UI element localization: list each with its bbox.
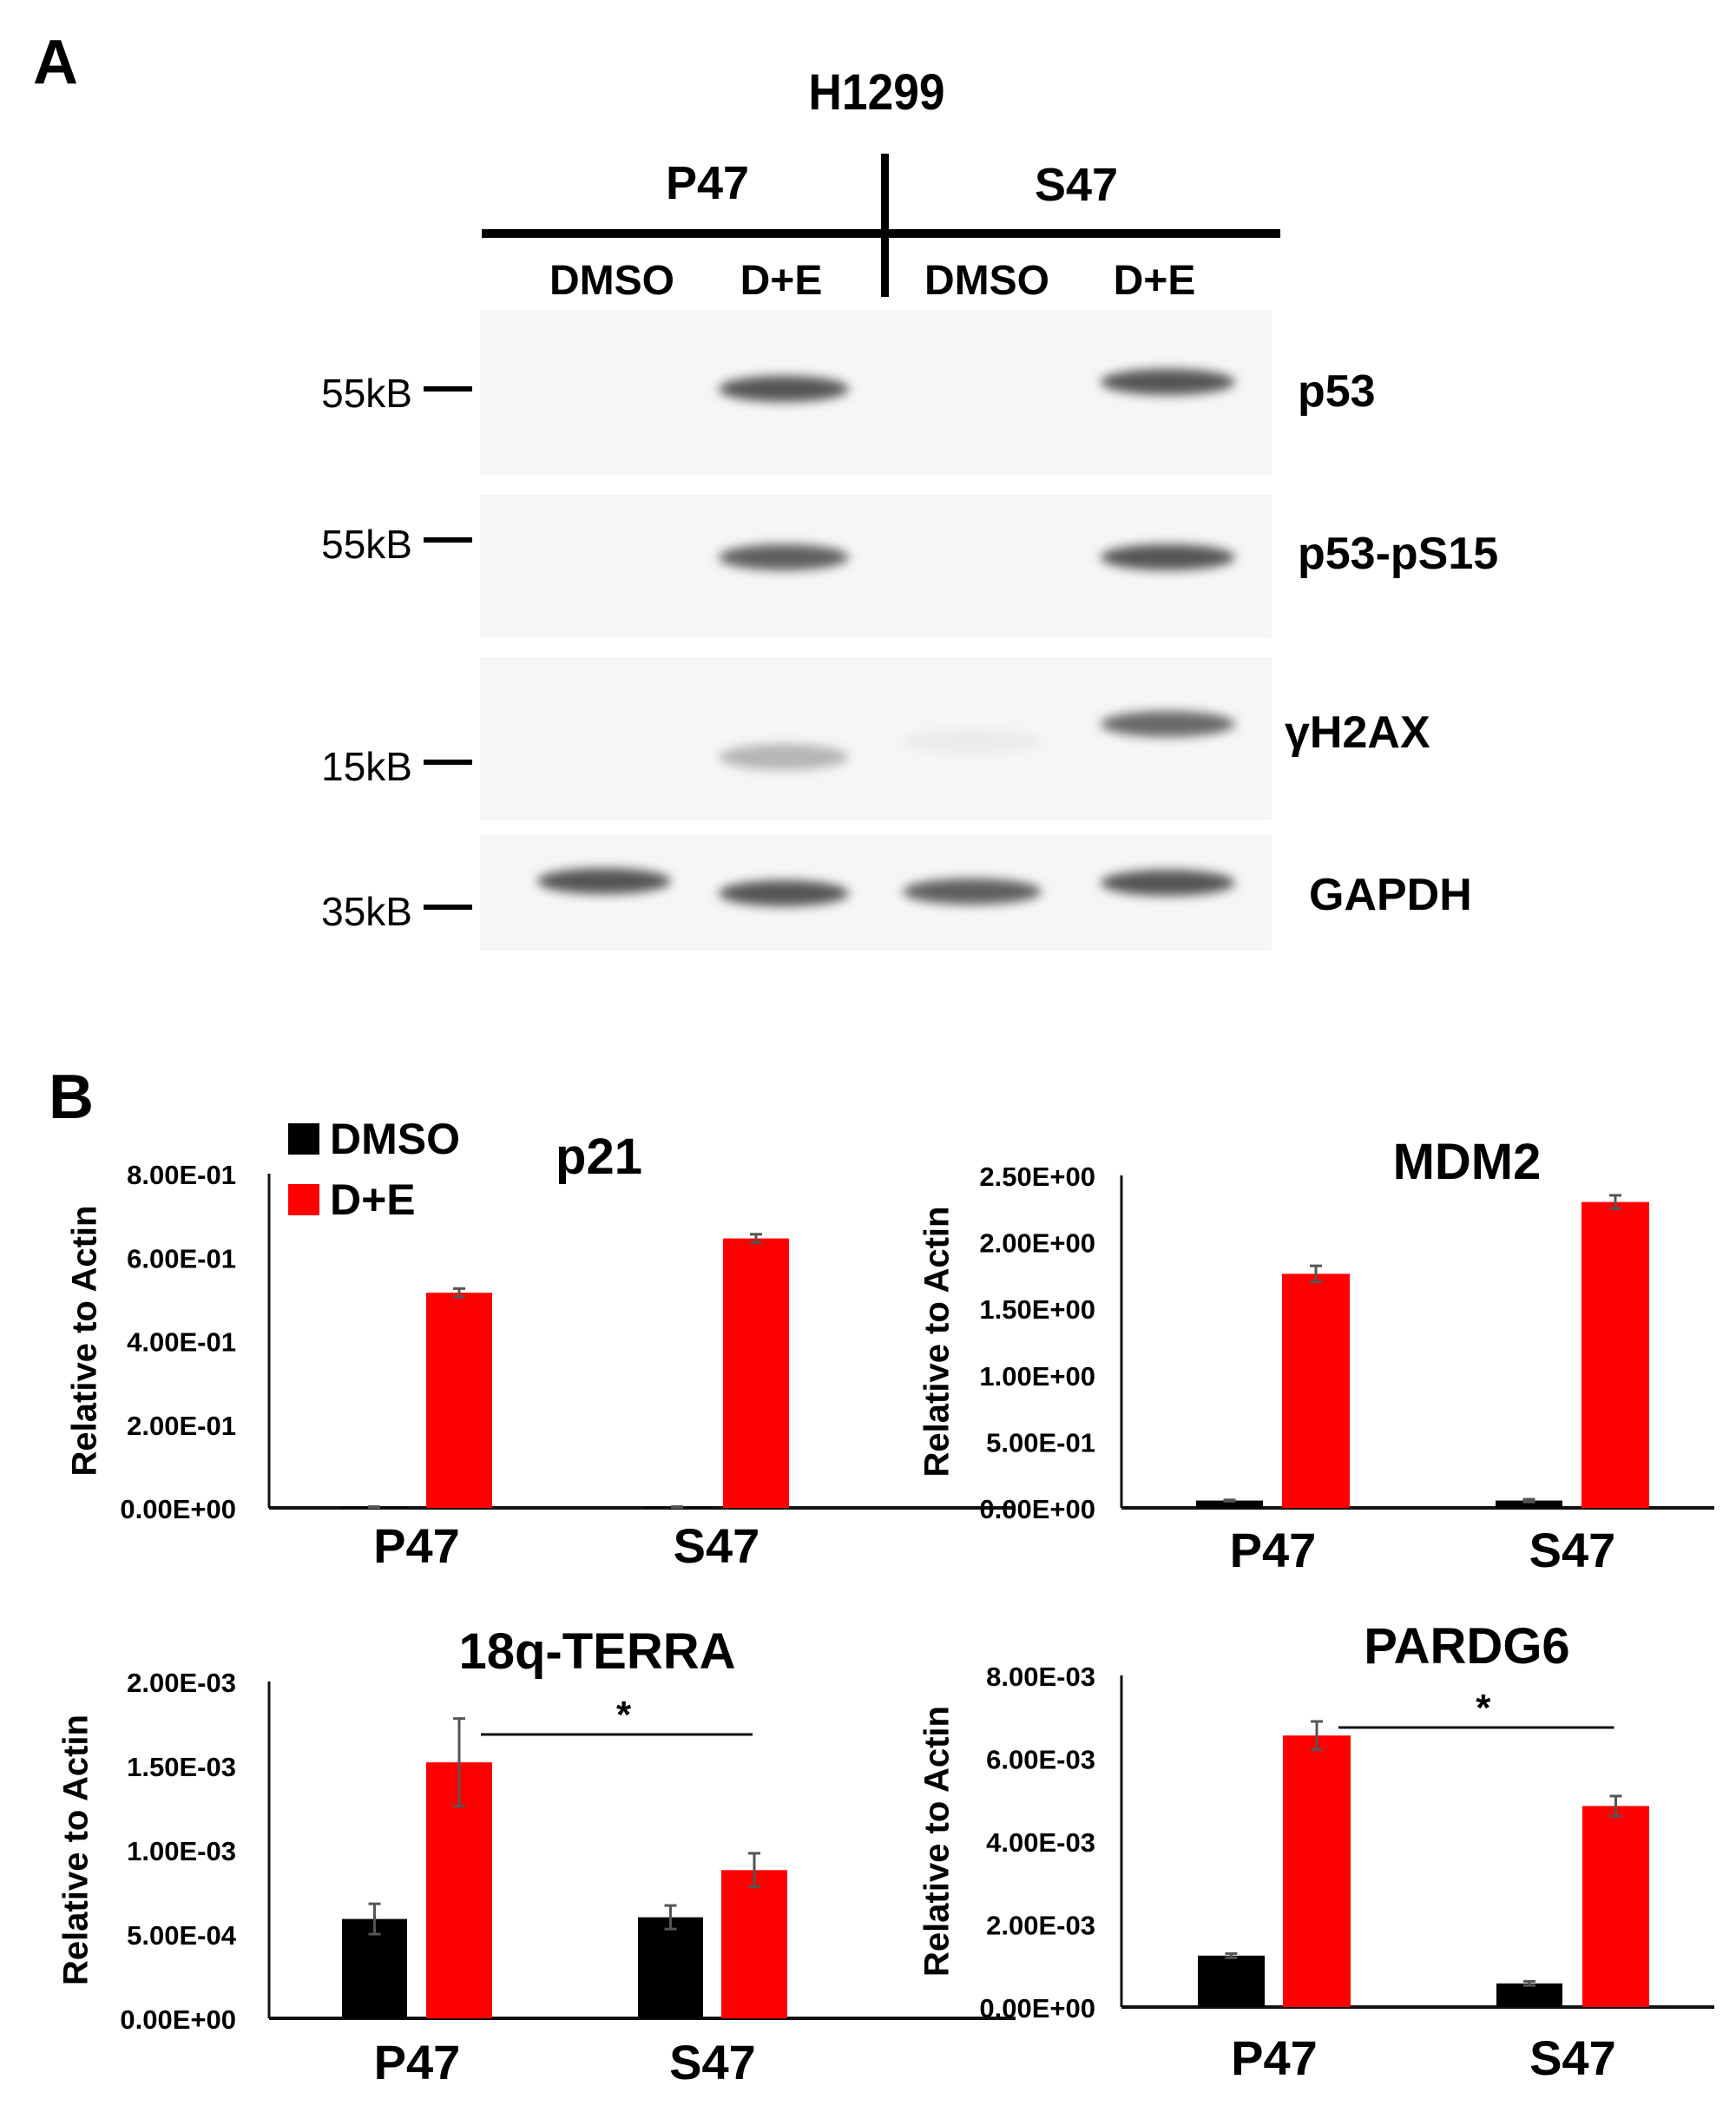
y-tick-label: 5.00E-01 <box>986 1427 1095 1458</box>
bar-dmso-s47 <box>1496 1500 1562 1508</box>
blot-band <box>719 376 849 402</box>
blot-band <box>537 718 671 744</box>
bar-dmso-p47 <box>1196 1500 1263 1508</box>
legend-swatch-de <box>288 1184 319 1215</box>
chart-title: p21 <box>556 1129 642 1185</box>
lane-label-1: DMSO <box>549 258 674 304</box>
bar-de-s47 <box>721 1870 787 2018</box>
group-label-s47: S47 <box>1034 159 1119 211</box>
blot-band <box>1101 870 1235 896</box>
protein-label: GAPDH <box>1309 870 1472 920</box>
bar-de-s47 <box>1581 1201 1649 1508</box>
bar-dmso-p47 <box>342 1918 407 2018</box>
molecular-weight-marker-tick <box>424 537 472 543</box>
y-axis-label: Relative to Actin <box>918 1207 957 1477</box>
chart-title: PARDG6 <box>1364 1618 1569 1675</box>
legend-label-dmso: DMSO <box>330 1115 460 1163</box>
blot-panel-4 <box>480 835 1272 951</box>
legend-item-dmso: DMSO <box>288 1115 460 1163</box>
y-tick-label: 2.00E-03 <box>986 1911 1095 1941</box>
blot-band <box>537 868 671 894</box>
legend-item-de: D+E <box>288 1175 460 1224</box>
chart-legend: DMSO D+E <box>288 1115 460 1224</box>
lane-label-2: D+E <box>740 258 823 304</box>
y-tick-label: 1.00E-03 <box>127 1836 236 1866</box>
blot-band <box>1101 711 1235 737</box>
blot-panel-1 <box>480 310 1272 475</box>
y-tick-label: 1.50E-03 <box>127 1752 236 1782</box>
x-category-label: P47 <box>1230 1523 1317 1577</box>
y-tick-label: 4.00E-01 <box>127 1327 236 1358</box>
blot-band <box>719 880 849 906</box>
x-category-label: S47 <box>669 2035 756 2090</box>
y-tick-label: 4.00E-03 <box>986 1827 1095 1858</box>
molecular-weight-marker-tick <box>424 760 472 765</box>
blot-panel-3 <box>480 657 1272 820</box>
blot-band <box>903 728 1042 754</box>
molecular-weight-marker-label: 55kB <box>321 522 412 567</box>
bar-de-s47 <box>723 1238 789 1508</box>
blot-band <box>1101 369 1235 395</box>
blot-band <box>719 544 849 570</box>
protein-label: γH2AX <box>1285 707 1430 758</box>
y-tick-label: 1.50E+00 <box>979 1294 1095 1325</box>
y-tick-label: 2.00E-01 <box>127 1411 236 1441</box>
significance-asterisk: * <box>1476 1687 1491 1729</box>
y-tick-label: 6.00E-03 <box>986 1745 1095 1775</box>
legend-label-de: D+E <box>330 1175 416 1224</box>
bar-de-p47 <box>426 1293 492 1508</box>
y-tick-label: 2.00E-03 <box>127 1668 236 1698</box>
cell-line-title: H1299 <box>808 64 945 121</box>
x-category-label: P47 <box>374 2035 461 2090</box>
y-tick-label: 0.00E+00 <box>979 1993 1095 2024</box>
y-tick-label: 8.00E-01 <box>127 1160 236 1190</box>
blot-band <box>719 744 849 770</box>
x-category-label: P47 <box>373 1518 460 1573</box>
y-tick-label: 6.00E-01 <box>127 1243 236 1273</box>
bar-dmso-s47 <box>1496 1983 1562 2007</box>
blot-band <box>903 879 1042 905</box>
y-tick-label: 8.00E-03 <box>986 1662 1095 1692</box>
x-category-label: S47 <box>674 1518 760 1573</box>
x-category-label: P47 <box>1231 2030 1318 2085</box>
molecular-weight-marker-label: 15kB <box>321 744 412 789</box>
y-tick-label: 2.00E+00 <box>979 1228 1095 1259</box>
y-tick-label: 1.00E+00 <box>979 1361 1095 1392</box>
group-label-p47: P47 <box>665 157 750 209</box>
protein-label: p53-pS15 <box>1298 529 1499 579</box>
y-tick-label: 2.50E+00 <box>979 1162 1095 1192</box>
chart-title: MDM2 <box>1393 1134 1542 1190</box>
group-divider-vertical <box>881 154 889 297</box>
bar-de-p47 <box>1282 1273 1350 1508</box>
significance-asterisk: * <box>616 1694 632 1736</box>
y-axis-label: Relative to Actin <box>66 1206 104 1477</box>
bar-de-s47 <box>1582 1806 1649 2007</box>
y-tick-label: 5.00E-04 <box>127 1920 237 1951</box>
bar-dmso-p47 <box>1198 1955 1265 2007</box>
molecular-weight-marker-label: 55kB <box>321 371 412 416</box>
y-tick-label: 0.00E+00 <box>120 1494 236 1524</box>
lane-label-3: DMSO <box>924 258 1049 304</box>
panel-a-letter: A <box>33 28 78 97</box>
molecular-weight-marker-tick <box>424 386 472 392</box>
x-category-label: S47 <box>1529 2030 1616 2085</box>
protein-label: p53 <box>1298 366 1376 417</box>
panel-b-letter: B <box>49 1063 94 1132</box>
legend-swatch-dmso <box>288 1123 319 1155</box>
molecular-weight-marker-tick <box>424 905 472 910</box>
y-tick-label: 0.00E+00 <box>120 2004 236 2035</box>
molecular-weight-marker-label: 35kB <box>321 889 412 934</box>
y-axis-label: Relative to Actin <box>918 1706 957 1977</box>
blot-panel-2 <box>480 495 1272 638</box>
bar-de-p47 <box>1283 1735 1351 2007</box>
y-axis-label: Relative to Actin <box>57 1714 95 1985</box>
y-tick-label: 0.00E+00 <box>979 1494 1095 1524</box>
x-category-label: S47 <box>1529 1523 1616 1577</box>
lane-label-4: D+E <box>1113 258 1196 304</box>
bar-dmso-s47 <box>638 1917 703 2018</box>
chart-title: 18q-TERRA <box>458 1623 735 1680</box>
blot-band <box>1101 544 1235 570</box>
